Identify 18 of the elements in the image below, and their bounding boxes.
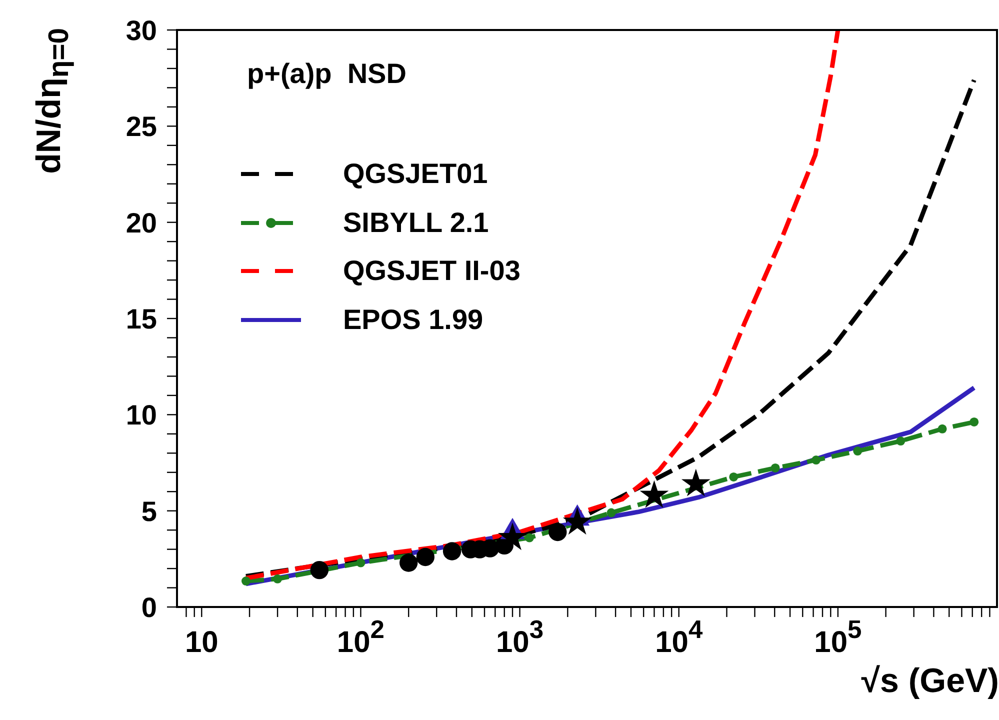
y-tick-label: 15 — [126, 303, 157, 334]
x-tick-label: 10$^{3}$ — [496, 616, 544, 659]
legend-label: QGSJET01 — [343, 158, 488, 190]
x-axis-title: √s (GeV) — [861, 662, 999, 701]
annotation: p+(a)p NSD — [247, 58, 406, 90]
y-tick-label: 10 — [126, 400, 157, 431]
y-tick-label: 30 — [126, 14, 157, 46]
x-tick-label: 10$^{4}$ — [655, 616, 704, 659]
y-tick-label: 20 — [126, 207, 157, 238]
x-tick-label: 10 — [184, 626, 218, 659]
legend-label: QGSJET II-03 — [343, 255, 520, 288]
x-tick-label: 10$^{2}$ — [336, 616, 384, 659]
y-tick-label: 5 — [141, 496, 157, 527]
y-tick-label: 25 — [126, 111, 157, 142]
legend-label: SIBYLL 2.1 — [343, 206, 489, 239]
x-tick-label: 10$^{5}$ — [814, 616, 862, 659]
y-tick-label: 0 — [141, 592, 157, 623]
legend-label: EPOS 1.99 — [343, 304, 484, 336]
